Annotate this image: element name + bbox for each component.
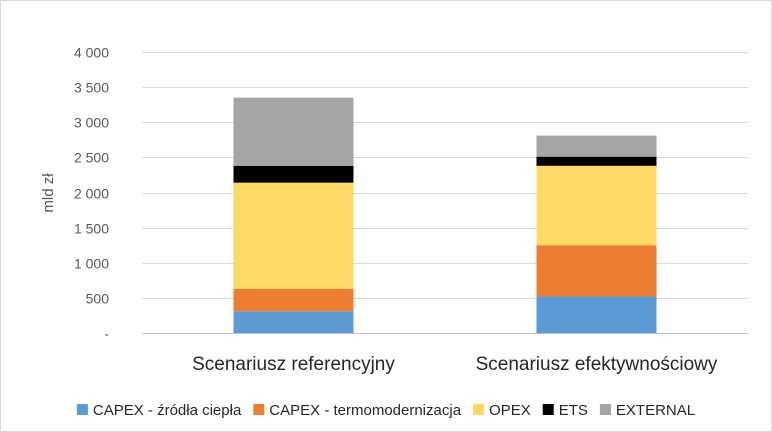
bars xyxy=(233,97,657,333)
bar-segment xyxy=(536,165,657,246)
legend-item: OPEX xyxy=(473,402,531,419)
legend-label: CAPEX - termomodernizacja xyxy=(269,402,461,419)
bar-segment xyxy=(536,135,657,157)
legend-item: ETS xyxy=(542,402,588,419)
x-axis-categories: Scenariusz referencyjny Scenariusz efekty… xyxy=(192,354,718,375)
legend-label: OPEX xyxy=(489,402,531,419)
y-tick-label: 4 000 xyxy=(74,45,109,61)
y-axis-ticks: - 500 1 000 1 500 2 000 2 500 3 000 3 500 4 000 xyxy=(74,45,109,342)
legend-item: CAPEX - termomodernizacja xyxy=(253,402,462,419)
y-tick-label: 2 500 xyxy=(74,150,109,166)
y-tick-label: 3 000 xyxy=(74,115,109,131)
bar-segment xyxy=(233,182,354,289)
legend-swatch xyxy=(76,404,88,415)
legend-label: CAPEX - źródła ciepła xyxy=(93,402,242,419)
x-category-label: Scenariusz referencyjny xyxy=(192,354,395,375)
gridlines xyxy=(142,52,748,334)
bar-segment xyxy=(233,311,354,333)
legend-label: ETS xyxy=(559,402,588,419)
x-category-label: Scenariusz efektywnościowy xyxy=(476,354,718,375)
legend: CAPEX - źródła ciepła CAPEX - termomodern… xyxy=(76,402,695,419)
legend-item: EXTERNAL xyxy=(599,402,695,419)
bar-segment xyxy=(233,165,354,183)
bar-segment xyxy=(233,288,354,312)
y-tick-label: 500 xyxy=(86,291,110,307)
legend-swatch xyxy=(253,404,265,415)
y-tick-label: 1 000 xyxy=(74,256,109,272)
y-axis-label: mld zł xyxy=(40,173,57,213)
y-tick-label: 3 500 xyxy=(74,80,109,96)
legend-label: EXTERNAL xyxy=(616,402,695,419)
bar-segment xyxy=(233,97,354,166)
legend-swatch xyxy=(599,404,611,415)
y-tick-label: 1 500 xyxy=(74,221,109,237)
y-tick-label: 2 000 xyxy=(74,186,109,202)
y-tick-label: - xyxy=(104,326,109,342)
legend-item: CAPEX - źródła ciepła xyxy=(76,402,242,419)
bar-segment xyxy=(536,296,657,333)
legend-swatch xyxy=(473,404,485,415)
legend-swatch xyxy=(542,404,554,415)
bar-segment xyxy=(536,245,657,297)
bar-segment xyxy=(536,156,657,166)
